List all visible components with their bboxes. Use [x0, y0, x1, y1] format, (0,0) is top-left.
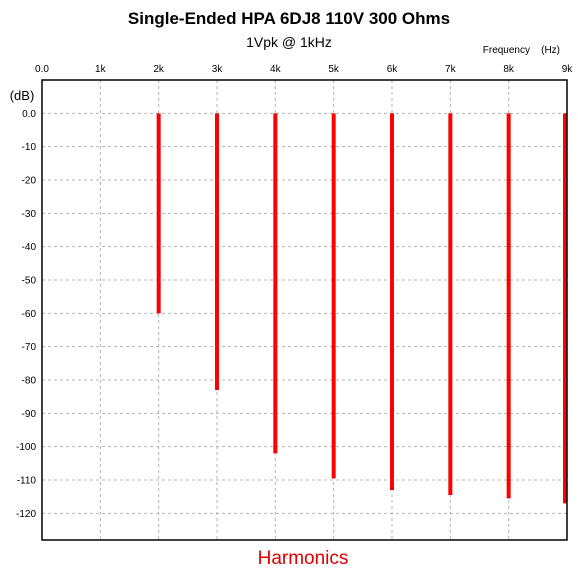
y-tick-label: -120 — [16, 509, 36, 520]
x-tick-label: 9k — [562, 64, 574, 75]
y-tick-label: -20 — [22, 176, 37, 187]
x-tick-label: 5k — [328, 64, 340, 75]
x-tick-label: 1k — [95, 64, 107, 75]
x-tick-label: 7k — [445, 64, 457, 75]
y-tick-label: -110 — [17, 476, 37, 487]
plot-area-frame — [41, 79, 568, 541]
y-tick-label: -50 — [22, 276, 37, 287]
y-tick-label: -100 — [16, 442, 36, 453]
x-tick-labels: 0.0 1k 2k 3k 4k 5k 6k 7k 8k 9k — [35, 64, 573, 75]
x-tick-label: 3k — [212, 64, 224, 75]
x-tick-label: 0.0 — [35, 64, 49, 75]
y-tick-label: -30 — [22, 209, 37, 220]
chart-subtitle: 1Vpk @ 1kHz — [246, 34, 332, 50]
y-tick-label: 0.0 — [22, 109, 36, 120]
y-tick-labels: 0.0 -10 -20 -30 -40 -50 -60 -70 -80 -90 -100 -110 -1… — [16, 109, 36, 520]
harmonic-bars — [156, 113, 567, 504]
y-tick-label: -70 — [22, 342, 37, 353]
x-tick-label: 8k — [503, 64, 515, 75]
x-tick-label: 6k — [387, 64, 399, 75]
y-tick-label: -40 — [22, 242, 37, 253]
y-tick-label: -80 — [22, 376, 37, 387]
y-tick-label: -90 — [22, 409, 37, 420]
x-tick-label: 4k — [270, 64, 282, 75]
x-tick-label: 2k — [153, 64, 165, 75]
x-axis-label: Frequency (Hz) — [483, 45, 560, 56]
chart-title: Single-Ended HPA 6DJ8 110V 300 Ohms — [128, 9, 450, 28]
grid — [42, 80, 567, 540]
y-tick-label: -10 — [22, 142, 37, 153]
y-axis-label: (dB) — [10, 88, 35, 103]
y-tick-label: -60 — [22, 309, 37, 320]
chart-caption: Harmonics — [258, 548, 349, 569]
